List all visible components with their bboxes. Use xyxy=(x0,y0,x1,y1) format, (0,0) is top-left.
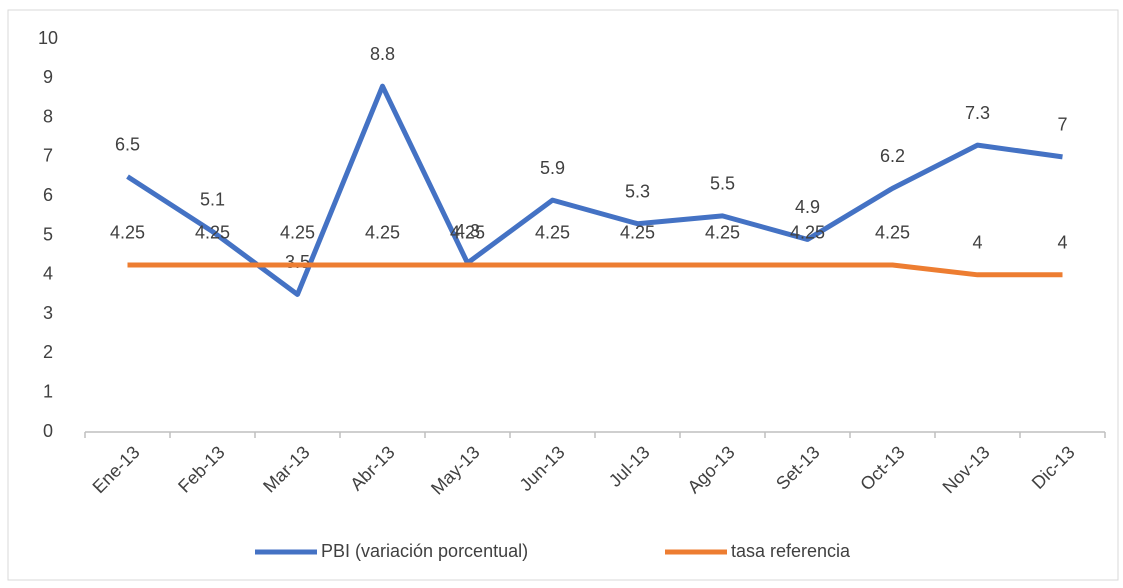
legend-label: PBI (variación porcentual) xyxy=(321,541,528,561)
data-label: 4.25 xyxy=(280,223,315,243)
data-label: 4.25 xyxy=(535,223,570,243)
data-label: 4.25 xyxy=(365,223,400,243)
y-tick-label: 10 xyxy=(38,28,58,48)
legend-label: tasa referencia xyxy=(731,541,851,561)
y-tick-label: 8 xyxy=(43,106,53,126)
data-label: 5.5 xyxy=(710,174,735,194)
chart-frame xyxy=(7,9,1119,581)
y-tick-label: 6 xyxy=(43,185,53,205)
data-label: 4.25 xyxy=(195,223,230,243)
data-label: 8.8 xyxy=(370,44,395,64)
y-tick-label: 0 xyxy=(43,421,53,441)
line-series xyxy=(127,262,1063,278)
y-tick-label: 3 xyxy=(43,303,53,323)
y-tick-label: 7 xyxy=(43,146,53,166)
y-tick-label: 2 xyxy=(43,342,53,362)
y-tick-label: 9 xyxy=(43,67,53,87)
data-label: 5.1 xyxy=(200,189,225,209)
data-label: 4.25 xyxy=(110,223,145,243)
data-label: 5.9 xyxy=(540,158,565,178)
data-label: 4.25 xyxy=(620,223,655,243)
data-label: 7 xyxy=(1057,115,1067,135)
data-label: 4 xyxy=(972,233,982,253)
data-label: 6.2 xyxy=(880,146,905,166)
y-tick-label: 1 xyxy=(43,381,53,401)
data-label: 4 xyxy=(1057,233,1067,253)
line-series xyxy=(126,83,1063,297)
y-tick-label: 5 xyxy=(43,224,53,244)
data-label: 4.25 xyxy=(790,223,825,243)
y-tick-label: 4 xyxy=(43,264,53,284)
data-label: 4.25 xyxy=(705,223,740,243)
data-label: 5.3 xyxy=(625,181,650,201)
data-label: 3.5 xyxy=(285,252,310,272)
data-label: 4.9 xyxy=(795,197,820,217)
data-label: 4.3 xyxy=(455,221,480,241)
data-label: 4.25 xyxy=(450,223,485,243)
data-label: 4.25 xyxy=(875,223,910,243)
data-label: 6.5 xyxy=(115,134,140,154)
data-label: 7.3 xyxy=(965,103,990,123)
